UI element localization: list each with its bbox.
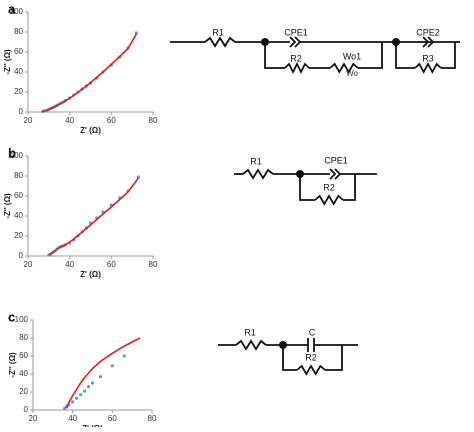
wire (289, 36, 297, 48)
circuit-a: R1 CPE1 R2 Wo1 Wo CPE2 R3 (212, 27, 440, 78)
wire (264, 42, 285, 69)
wire (204, 36, 236, 48)
circuit-label: R1 (250, 156, 262, 166)
data-point (86, 385, 91, 389)
y-tick-label: 20 (14, 87, 23, 96)
y-axis-label: -Z'' (Ω) (8, 352, 17, 378)
wire (296, 364, 326, 376)
data-point (82, 389, 87, 393)
y-tick-label: 60 (14, 47, 23, 56)
circuit-label: R2 (323, 182, 335, 192)
node (261, 38, 269, 46)
wire (242, 168, 274, 180)
circuit-label: R2 (305, 352, 317, 362)
circuit-label: CPE2 (416, 27, 440, 37)
node (279, 341, 287, 349)
panel-label: a (8, 1, 16, 16)
y-tick-label: 80 (14, 171, 23, 180)
x-tick-label: 60 (107, 260, 116, 269)
circuit-label: Wo1 (343, 51, 361, 61)
circuit-c: R1 C R2 (244, 327, 317, 362)
y-tick-label: 40 (19, 369, 28, 378)
circuit-label: R3 (422, 53, 434, 63)
x-tick-label: 20 (24, 116, 33, 125)
y-tick-label: 40 (14, 211, 23, 220)
wire (343, 174, 356, 201)
wire (427, 36, 435, 48)
panel-label: b (8, 145, 16, 160)
y-tick-label: 40 (14, 67, 23, 76)
data-point (79, 393, 83, 397)
x-tick-label: 80 (149, 260, 158, 269)
wire (441, 42, 456, 69)
y-tick-label: 100 (15, 315, 29, 324)
wire (282, 345, 297, 371)
wire (358, 42, 383, 69)
y-tick-label: 0 (19, 251, 24, 260)
x-tick-label: 20 (24, 260, 33, 269)
circuit-label: CPE1 (284, 27, 308, 37)
x-tick-label: 40 (68, 414, 77, 423)
y-tick-label: 0 (19, 107, 24, 116)
data-point (75, 396, 79, 400)
node (392, 38, 400, 46)
wire (314, 194, 344, 206)
data-point (71, 400, 75, 404)
x-tick-label: 60 (108, 414, 117, 423)
x-tick-label: 40 (65, 260, 74, 269)
circuit-label: CPE1 (324, 155, 348, 165)
y-tick-label: 100 (10, 151, 24, 160)
y-tick-label: 80 (14, 27, 23, 36)
wire (235, 339, 267, 351)
y-axis-label: -Z'' (Ω) (3, 49, 12, 75)
wire (325, 345, 343, 371)
circuit-label: C (309, 327, 316, 337)
x-tick-label: 20 (29, 414, 38, 423)
y-tick-label: 100 (10, 7, 24, 16)
y-tick-label: 20 (14, 231, 23, 240)
wire (299, 174, 315, 201)
data-point (90, 381, 95, 385)
x-tick-label: 60 (107, 116, 116, 125)
y-tick-label: 60 (19, 351, 28, 360)
y-tick-label: 80 (19, 333, 28, 342)
data-point (98, 375, 103, 379)
y-tick-label: 20 (19, 387, 28, 396)
y-axis-label: -Z'' (Ω) (3, 193, 12, 219)
x-axis-label: Z' (Ω) (80, 270, 101, 279)
wire (422, 36, 430, 48)
wire (414, 62, 442, 74)
circuit-b: R1 CPE1 R2 (250, 155, 348, 192)
y-tick-label: 0 (24, 405, 29, 414)
x-tick-label: 80 (148, 414, 157, 423)
circuit-label: Wo (346, 69, 358, 78)
fit-line (42, 33, 138, 113)
x-axis-label: Z' (Ω) (80, 126, 101, 135)
wire (284, 61, 310, 75)
data-point (122, 354, 126, 358)
wire (329, 168, 337, 180)
data-point (110, 364, 114, 368)
x-tick-label: 80 (149, 116, 158, 125)
circuit-label: R1 (244, 327, 256, 337)
fit-line (48, 177, 140, 256)
y-tick-label: 60 (14, 191, 23, 200)
wire (329, 62, 359, 74)
wire (395, 42, 415, 69)
circuit-label: R1 (212, 27, 224, 37)
node (296, 170, 304, 178)
fit-line (65, 337, 141, 409)
circuit-label: R2 (290, 53, 302, 63)
panel-label: c (8, 309, 15, 324)
x-tick-label: 40 (65, 116, 74, 125)
